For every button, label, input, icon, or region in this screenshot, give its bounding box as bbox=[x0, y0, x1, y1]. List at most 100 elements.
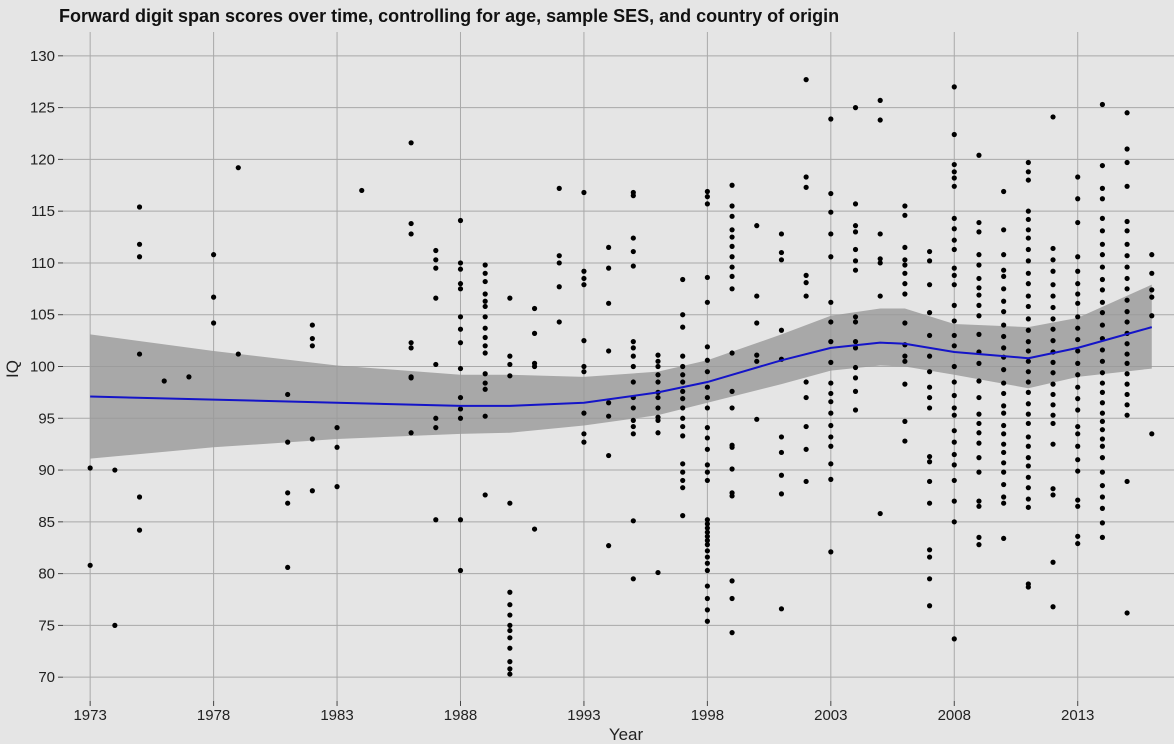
y-tick-label: 75 bbox=[38, 617, 55, 634]
y-tick-label: 95 bbox=[38, 410, 55, 427]
data-point bbox=[1099, 505, 1106, 511]
data-point bbox=[408, 345, 414, 351]
data-point bbox=[1050, 114, 1056, 120]
data-point bbox=[1025, 208, 1031, 214]
data-point bbox=[655, 352, 661, 358]
data-point bbox=[507, 589, 513, 595]
data-point bbox=[1124, 381, 1130, 387]
data-point bbox=[235, 351, 241, 357]
data-point bbox=[1025, 504, 1031, 510]
data-point bbox=[606, 300, 612, 306]
data-point bbox=[729, 213, 735, 219]
data-point bbox=[729, 273, 735, 280]
data-point bbox=[704, 533, 710, 539]
data-point bbox=[1025, 496, 1031, 502]
data-point bbox=[680, 276, 686, 283]
data-point bbox=[1099, 418, 1106, 424]
data-point bbox=[1099, 322, 1106, 328]
data-point bbox=[704, 542, 710, 548]
data-point bbox=[704, 560, 710, 566]
data-point bbox=[1025, 420, 1031, 427]
data-point bbox=[1001, 227, 1007, 233]
data-point bbox=[729, 182, 735, 188]
data-point bbox=[507, 659, 513, 665]
data-point bbox=[507, 612, 513, 618]
data-point bbox=[926, 248, 933, 255]
data-point bbox=[976, 411, 982, 417]
data-point bbox=[309, 335, 315, 342]
data-point bbox=[778, 249, 785, 256]
data-point bbox=[334, 484, 340, 490]
data-point bbox=[581, 268, 587, 274]
y-axis-title: IQ bbox=[3, 360, 22, 378]
data-point bbox=[1075, 407, 1081, 413]
data-point bbox=[976, 302, 982, 308]
data-point bbox=[581, 439, 587, 445]
data-point bbox=[704, 357, 710, 363]
data-point bbox=[630, 417, 636, 423]
data-point bbox=[1099, 534, 1106, 540]
data-point bbox=[408, 231, 414, 237]
data-point bbox=[235, 165, 241, 171]
data-point bbox=[433, 361, 439, 368]
data-point bbox=[1075, 254, 1081, 260]
x-tick-label: 2003 bbox=[814, 707, 847, 724]
data-point bbox=[852, 246, 859, 253]
data-point bbox=[1124, 478, 1130, 485]
data-point bbox=[1001, 403, 1007, 409]
data-point bbox=[1099, 380, 1106, 386]
data-point bbox=[334, 425, 340, 431]
data-point bbox=[951, 265, 957, 271]
data-point bbox=[926, 394, 933, 401]
data-point bbox=[457, 314, 464, 320]
confidence-ribbon-layer bbox=[90, 284, 1152, 459]
data-point bbox=[778, 606, 785, 612]
data-point bbox=[778, 491, 785, 497]
data-point bbox=[951, 161, 957, 168]
data-point bbox=[1050, 604, 1056, 610]
data-point bbox=[581, 189, 587, 196]
data-point bbox=[655, 358, 661, 364]
data-point bbox=[680, 388, 686, 394]
data-point bbox=[828, 299, 834, 305]
data-point bbox=[926, 405, 933, 411]
data-point bbox=[655, 394, 661, 401]
data-point bbox=[704, 517, 710, 523]
data-point bbox=[926, 332, 933, 339]
data-point bbox=[433, 425, 439, 431]
data-point bbox=[704, 462, 710, 468]
data-point bbox=[680, 513, 686, 519]
data-point bbox=[951, 84, 957, 90]
data-point bbox=[507, 353, 513, 359]
data-point bbox=[778, 449, 785, 456]
data-point bbox=[877, 260, 883, 266]
data-point bbox=[112, 622, 118, 629]
data-point bbox=[309, 322, 315, 328]
data-point bbox=[1050, 316, 1056, 322]
data-point bbox=[951, 131, 957, 138]
data-point bbox=[704, 525, 710, 531]
data-point bbox=[729, 203, 735, 209]
data-point bbox=[828, 434, 834, 440]
data-point bbox=[457, 326, 464, 332]
data-point bbox=[581, 338, 587, 344]
data-point bbox=[951, 462, 957, 468]
data-point bbox=[704, 425, 710, 431]
data-point bbox=[1025, 411, 1031, 417]
data-point bbox=[1099, 370, 1106, 376]
data-point bbox=[1099, 520, 1106, 526]
data-point bbox=[581, 282, 587, 288]
data-point bbox=[285, 439, 291, 445]
data-point bbox=[976, 262, 982, 268]
data-point bbox=[852, 407, 859, 413]
data-point bbox=[951, 272, 957, 278]
data-point bbox=[1001, 188, 1007, 195]
data-point bbox=[1001, 367, 1007, 373]
data-point bbox=[680, 379, 686, 385]
data-point bbox=[309, 488, 315, 494]
data-point bbox=[1050, 304, 1056, 311]
data-point bbox=[1099, 494, 1106, 500]
y-tick-label: 85 bbox=[38, 514, 55, 531]
data-point bbox=[729, 350, 735, 356]
